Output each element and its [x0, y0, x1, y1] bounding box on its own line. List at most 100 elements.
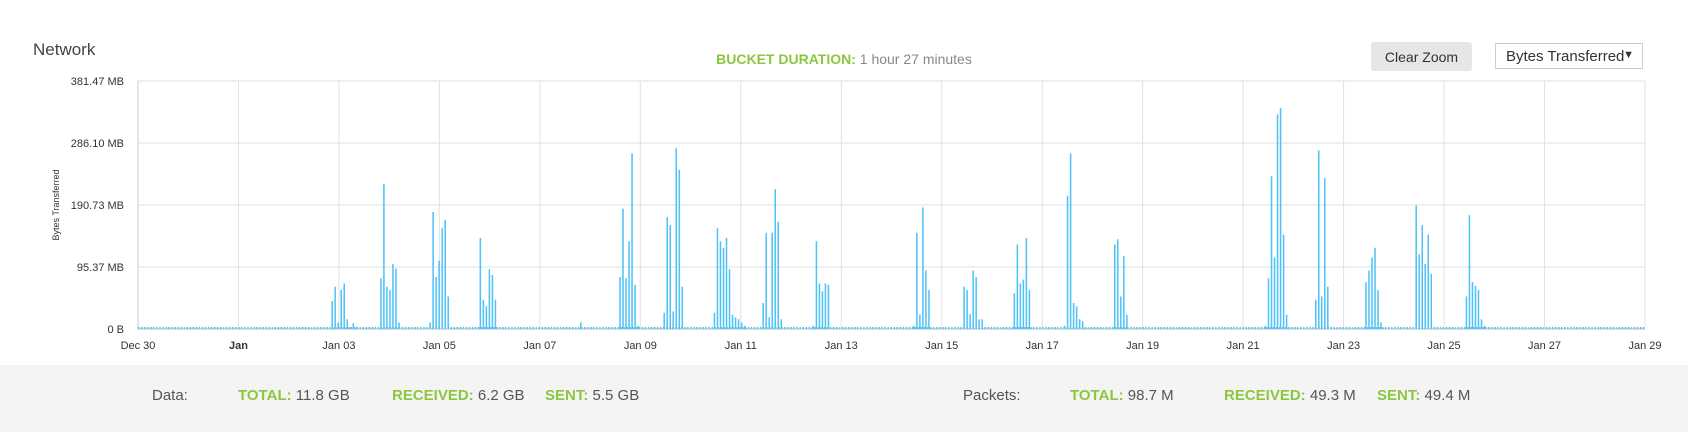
- baseline-bar: [1333, 327, 1335, 329]
- baseline-bar: [1433, 327, 1436, 329]
- baseline-bar: [168, 327, 170, 329]
- data-bar: [975, 276, 977, 329]
- baseline-bar: [717, 327, 720, 329]
- baseline-bar: [617, 327, 619, 329]
- baseline-bar: [784, 327, 786, 329]
- network-chart[interactable]: 0 B 95.37 MB 190.73 MB 286.10 MB 381.47 MB De…: [0, 0, 1688, 365]
- baseline-bar: [884, 327, 886, 329]
- baseline-bar: [620, 327, 622, 329]
- data-bar: [1126, 314, 1128, 329]
- baseline-bar: [1357, 327, 1360, 329]
- data-bar: [919, 314, 921, 329]
- baseline-bar: [829, 327, 832, 329]
- metric-select[interactable]: Bytes Transferred ▼: [1495, 43, 1643, 69]
- baseline-bar: [1060, 327, 1062, 329]
- baseline-bar: [854, 327, 856, 329]
- x-tick-label: Jan 25: [1428, 340, 1461, 352]
- baseline-bar: [289, 327, 292, 329]
- baseline-bar: [1500, 327, 1502, 329]
- baseline-bar: [377, 327, 380, 329]
- data-bar: [1377, 289, 1379, 329]
- data-bar: [1320, 296, 1323, 329]
- baseline-bar: [644, 327, 647, 329]
- baseline-bar: [483, 327, 486, 329]
- baseline-bar: [1087, 327, 1090, 329]
- baseline-bar: [1196, 327, 1199, 329]
- baseline-bar: [1048, 327, 1050, 329]
- baseline-bar: [1497, 327, 1499, 329]
- baseline-bar: [1473, 327, 1475, 329]
- baseline-bar: [893, 327, 896, 329]
- baseline-bar: [926, 327, 929, 329]
- baseline-bar: [1506, 327, 1508, 329]
- baseline-bar: [1190, 327, 1193, 329]
- baseline-bar: [641, 327, 644, 329]
- baseline-bar: [1576, 327, 1578, 329]
- data-bar: [622, 208, 624, 329]
- baseline-bar: [753, 327, 756, 329]
- baseline-bar: [411, 327, 413, 329]
- data-bar: [969, 314, 971, 329]
- data-bar: [1465, 296, 1468, 329]
- baseline-bar: [453, 327, 456, 329]
- baseline-bar: [984, 327, 987, 329]
- data-bar: [1114, 244, 1116, 329]
- baseline-bar: [857, 327, 859, 329]
- baseline-bar: [244, 327, 246, 329]
- baseline-bar: [241, 327, 243, 329]
- data-received: RECEIVED: 6.2 GB: [392, 387, 525, 404]
- baseline-bar: [1145, 327, 1147, 329]
- baseline-bar: [587, 327, 589, 329]
- baseline-bar: [335, 327, 337, 329]
- data-bar: [491, 275, 494, 329]
- baseline-bar: [1284, 327, 1287, 329]
- baseline-bar: [280, 327, 283, 329]
- baseline-bar: [174, 327, 176, 329]
- data-bar: [337, 322, 339, 329]
- data-bar: [1327, 286, 1329, 329]
- baseline-bar: [544, 327, 547, 329]
- data-bar: [429, 322, 431, 329]
- baseline-bar: [141, 327, 143, 329]
- baseline-bar: [1554, 327, 1557, 329]
- baseline-bar: [338, 327, 340, 329]
- bucket-duration: BUCKET DURATION: 1 hour 27 minutes: [0, 51, 1688, 67]
- data-bar: [355, 327, 358, 329]
- baseline-bar: [1011, 327, 1014, 329]
- baseline-bar: [1136, 327, 1138, 329]
- baseline-bar: [222, 327, 225, 329]
- baseline-bar: [1157, 327, 1159, 329]
- baseline-bar: [1612, 327, 1615, 329]
- data-bar: [1025, 237, 1028, 329]
- data-bar: [1081, 321, 1084, 329]
- baseline-bar: [608, 327, 610, 329]
- data-bar: [928, 289, 930, 329]
- baseline-bar: [1121, 327, 1123, 329]
- baseline-bar: [1557, 327, 1560, 329]
- baseline-bar: [796, 327, 798, 329]
- baseline-bar: [1564, 327, 1566, 329]
- x-tick-label: Jan 21: [1227, 340, 1260, 352]
- baseline-bar: [1166, 327, 1169, 329]
- data-bar: [1270, 176, 1273, 329]
- baseline-bar: [590, 327, 592, 329]
- x-tick-label: Jan 11: [725, 340, 757, 352]
- baseline-bar: [650, 327, 653, 329]
- baseline-bar: [1033, 327, 1035, 329]
- baseline-bar: [474, 327, 477, 329]
- baseline-bar: [808, 327, 811, 329]
- data-bar: [1276, 114, 1279, 329]
- baseline-bar: [1606, 327, 1609, 329]
- baseline-bar: [1303, 327, 1305, 329]
- baseline-bar: [744, 327, 747, 329]
- baseline-bar: [274, 327, 277, 329]
- baseline-bar: [656, 327, 659, 329]
- data-bar: [1016, 244, 1019, 329]
- baseline-bar: [1209, 327, 1211, 329]
- clear-zoom-button[interactable]: Clear Zoom: [1371, 42, 1472, 71]
- baseline-bar: [1588, 327, 1590, 329]
- data-bar: [1078, 319, 1081, 329]
- baseline-bar: [875, 327, 877, 329]
- baseline-bar: [262, 327, 264, 329]
- baseline-bar: [696, 327, 698, 329]
